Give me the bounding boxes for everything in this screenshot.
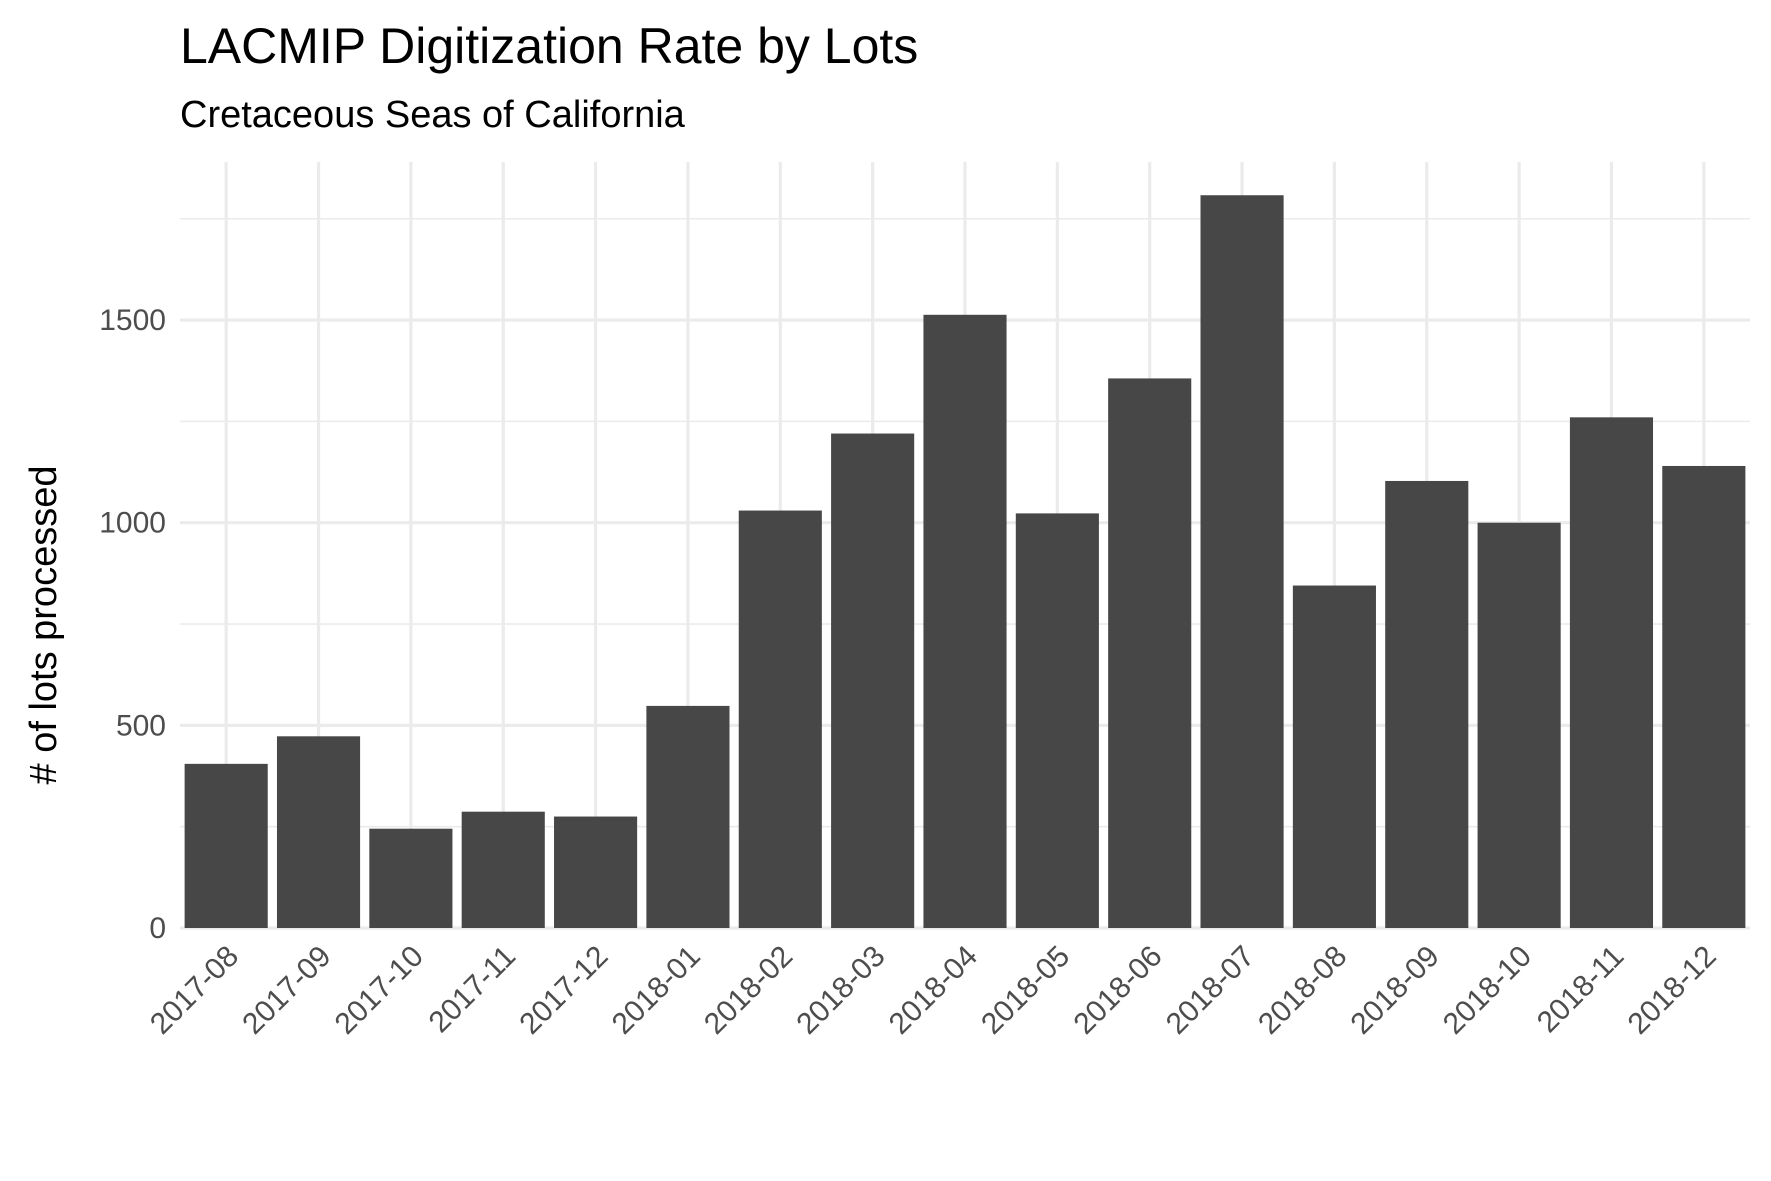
bars-layer bbox=[184, 195, 1746, 929]
bar-2018-12 bbox=[1662, 465, 1746, 928]
x-tick-label: 2017-09 bbox=[236, 940, 337, 1041]
x-tick-label: 2017-08 bbox=[144, 940, 245, 1041]
y-tick-label: 0 bbox=[149, 912, 166, 945]
bar-2018-01 bbox=[646, 705, 730, 928]
bar-2018-08 bbox=[1292, 585, 1376, 928]
chart-title: LACMIP Digitization Rate by Lots bbox=[180, 18, 918, 74]
bar-2018-10 bbox=[1477, 522, 1561, 928]
x-tick-label: 2018-12 bbox=[1622, 940, 1723, 1041]
x-tick-label: 2018-03 bbox=[790, 940, 891, 1041]
y-tick-label: 1000 bbox=[99, 507, 166, 540]
bar-2018-02 bbox=[738, 510, 822, 928]
x-tick-label: 2018-07 bbox=[1160, 940, 1261, 1041]
x-tick-label: 2018-08 bbox=[1252, 940, 1353, 1041]
bar-2018-11 bbox=[1569, 417, 1654, 928]
x-tick-label: 2018-01 bbox=[606, 940, 707, 1041]
bar-2018-06 bbox=[1108, 378, 1192, 928]
x-tick-label: 2018-11 bbox=[1531, 940, 1631, 1040]
bar-2018-03 bbox=[831, 433, 915, 928]
x-tick-label: 2018-04 bbox=[883, 940, 984, 1041]
bar-2018-04 bbox=[923, 314, 1007, 929]
y-axis-label: # of lots processed bbox=[23, 466, 65, 785]
x-tick-label: 2018-10 bbox=[1437, 940, 1538, 1041]
x-tick-label: 2018-09 bbox=[1345, 940, 1446, 1041]
bar-2018-07 bbox=[1200, 195, 1284, 928]
bar-2017-09 bbox=[276, 736, 361, 928]
x-tick-label: 2018-06 bbox=[1067, 940, 1168, 1041]
bar-2018-09 bbox=[1385, 480, 1469, 928]
x-tick-label: 2018-05 bbox=[975, 940, 1076, 1041]
bar-2018-05 bbox=[1015, 513, 1099, 928]
bar-2017-11 bbox=[461, 811, 545, 928]
bar-2017-12 bbox=[554, 816, 638, 928]
x-tick-label: 2017-10 bbox=[329, 940, 430, 1041]
y-tick-label: 1500 bbox=[99, 304, 166, 337]
bar-2017-10 bbox=[369, 828, 453, 928]
chart-subtitle: Cretaceous Seas of California bbox=[180, 94, 686, 136]
x-tick-label: 2018-02 bbox=[698, 940, 799, 1041]
bar-2017-08 bbox=[184, 763, 268, 928]
y-tick-label: 500 bbox=[116, 709, 166, 742]
x-tick-label: 2017-12 bbox=[513, 940, 614, 1041]
x-tick-label: 2017-11 bbox=[423, 940, 523, 1040]
